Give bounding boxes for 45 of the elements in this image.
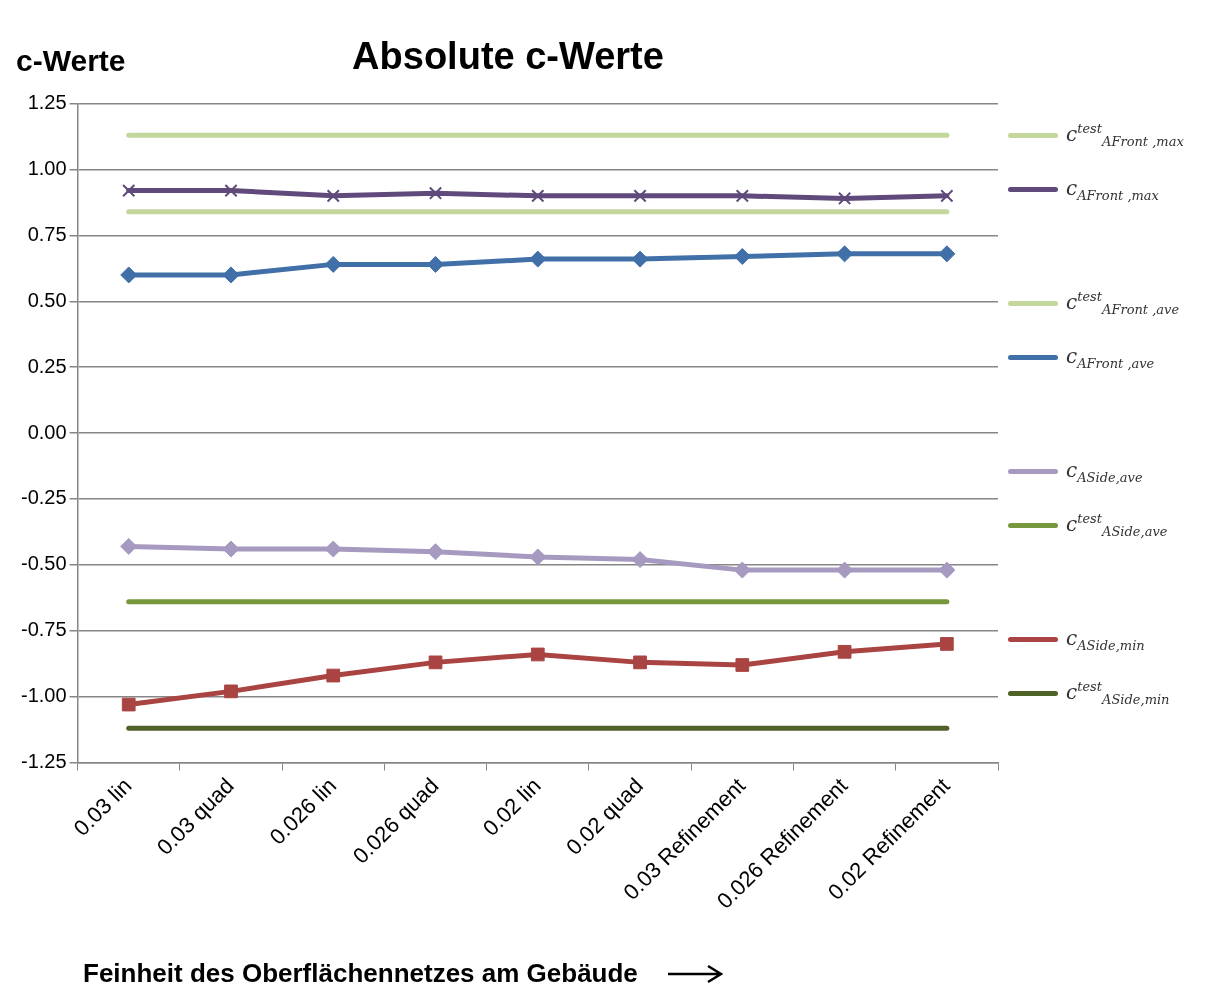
point — [633, 655, 647, 670]
point — [735, 658, 750, 672]
point — [222, 266, 240, 284]
point — [428, 655, 443, 670]
y-axis-title: c-Werte — [16, 44, 126, 78]
point — [938, 245, 956, 263]
y-tick-label: -1.00 — [20, 684, 67, 707]
y-tick-label: 0.25 — [27, 354, 67, 377]
point — [940, 189, 954, 203]
point — [633, 189, 647, 203]
y-tick-label: 0.75 — [27, 222, 67, 245]
point — [224, 183, 238, 198]
legend-label: c$_{ASide,ave}$ — [1066, 457, 1143, 485]
point — [735, 189, 749, 203]
point — [531, 189, 545, 203]
point — [224, 684, 238, 699]
point — [326, 668, 341, 683]
x-axis-title: Feinheit des Oberflächennetzes am Gebäude — [83, 958, 638, 989]
point — [837, 191, 852, 206]
y-tick-label: -0.25 — [20, 486, 67, 509]
y-tick-label: -1.25 — [20, 750, 67, 773]
point — [120, 537, 138, 555]
legend-label: c$_{AFront ,ave}$ — [1066, 343, 1155, 371]
point — [940, 637, 954, 651]
y-tick-label: 0.50 — [27, 288, 67, 311]
x-tick-label: 0.02 lin — [477, 773, 546, 841]
point — [733, 561, 751, 579]
point — [631, 551, 649, 569]
y-tick-label: -0.50 — [20, 552, 67, 575]
y-tick-label: 1.25 — [27, 91, 67, 114]
y-tick-label: -0.75 — [20, 618, 67, 641]
point — [530, 647, 545, 662]
point — [428, 186, 443, 200]
chart-title: Absolute c-Werte — [352, 35, 664, 78]
y-tick-label: 1.00 — [27, 157, 67, 180]
legend-label: c$_{ASide,min}$ — [1066, 625, 1145, 653]
point — [121, 697, 136, 712]
point — [938, 561, 956, 579]
x-tick-label: 0.03 lin — [68, 773, 137, 841]
point — [122, 183, 136, 198]
point — [326, 189, 340, 203]
point — [837, 644, 852, 659]
y-tick-label: 0.00 — [27, 420, 67, 443]
point — [733, 247, 751, 265]
legend-label: c$_{AFront ,max}$ — [1066, 175, 1159, 203]
